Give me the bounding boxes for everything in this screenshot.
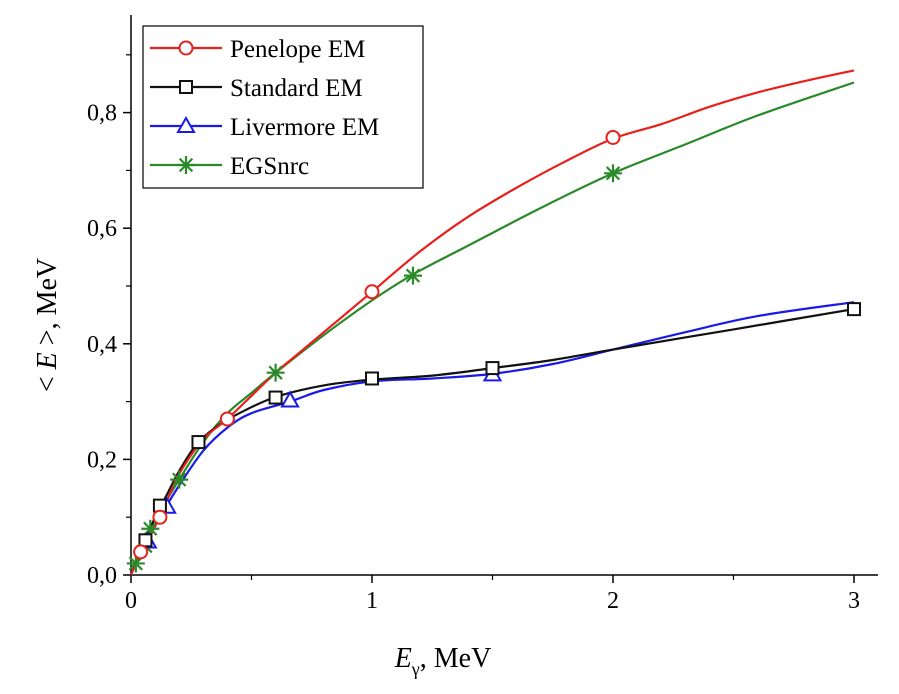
legend-marker-penelope-em <box>178 40 194 56</box>
y-axis-label-symbol: E <box>32 352 63 370</box>
x-tick-label: 3 <box>848 588 860 614</box>
data-point-egsnrc <box>170 470 189 489</box>
y-axis-label-prefix: < <box>32 369 63 392</box>
data-point-egsnrc <box>604 164 622 183</box>
series-line-standard-em <box>130 308 855 570</box>
x-axis-label-subscript: γ <box>411 659 420 679</box>
y-tick-label: 0,6 <box>87 216 117 242</box>
data-point-standard-em <box>485 361 500 376</box>
x-tick-label: 1 <box>366 588 378 614</box>
legend-label-egsnrc: EGSnrc <box>230 153 309 180</box>
legend: Penelope EM Standard EM Livermore EM EGSnrc <box>142 25 424 189</box>
x-axis-label: Eγ, MeV <box>394 643 492 679</box>
data-point-standard-em <box>365 371 379 386</box>
asterisk-stroke <box>405 268 421 283</box>
legend-marker-livermore-em <box>176 115 196 133</box>
legend-label-livermore-em: Livermore EM <box>230 114 379 141</box>
series-line-livermore-em <box>129 301 855 576</box>
data-point-penelope-em <box>152 509 168 525</box>
data-point-egsnrc <box>141 519 160 538</box>
legend-label-penelope-em: Penelope EM <box>230 36 365 63</box>
x-axis-label-symbol: E <box>394 643 412 674</box>
data-point-penelope-em <box>133 544 149 560</box>
legend-marker-standard-em <box>179 80 193 94</box>
x-axis-label-unit: , MeV <box>420 643 492 674</box>
data-point-penelope-em <box>219 411 235 427</box>
y-tick-label: 0,2 <box>87 447 117 473</box>
data-point-penelope-em <box>605 129 621 145</box>
legend-marker-egsnrc <box>177 156 195 174</box>
x-tick-label: 0 <box>125 588 137 614</box>
data-point-livermore-em <box>280 390 300 408</box>
y-tick-label: 0,8 <box>87 101 117 127</box>
data-point-standard-em <box>847 302 861 317</box>
data-point-penelope-em <box>364 284 380 300</box>
y-axis-label: < E >, MeV <box>32 258 63 392</box>
asterisk-stroke <box>172 472 187 487</box>
y-tick-label: 0,4 <box>87 332 117 358</box>
data-point-standard-em <box>191 435 206 450</box>
asterisk-stroke <box>268 365 283 380</box>
y-tick-label: 0,0 <box>87 563 117 589</box>
data-point-egsnrc <box>266 363 285 382</box>
asterisk-stroke <box>143 521 158 536</box>
data-point-egsnrc <box>403 266 422 285</box>
legend-label-standard-em: Standard EM <box>230 75 363 102</box>
asterisk-stroke <box>178 157 194 173</box>
data-point-standard-em <box>268 390 283 405</box>
x-tick-label: 2 <box>607 588 619 614</box>
y-axis-label-suffix: >, MeV <box>32 258 63 352</box>
asterisk-stroke <box>605 166 621 181</box>
